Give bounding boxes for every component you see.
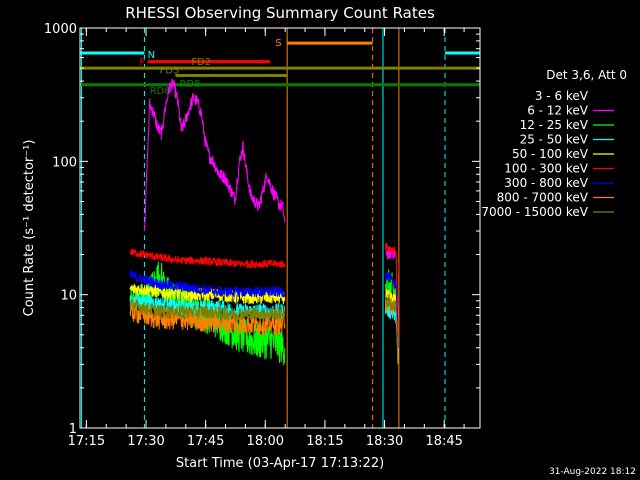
series-line-0-0: [129, 138, 286, 241]
x-tick-label-3: 18:00: [247, 434, 284, 449]
series-line-7-0: [129, 301, 286, 336]
series-line-5-0: [129, 248, 286, 269]
x-tick-label-6: 18:45: [425, 434, 462, 449]
series-line-1-0: [143, 78, 286, 232]
series-line-6-1: [384, 272, 399, 348]
y-axis-label: Count Rate (s⁻¹ detector⁻¹): [22, 140, 37, 317]
x-tick-label-4: 18:15: [306, 434, 343, 449]
legend-label-0: 3 - 6 keV: [535, 89, 589, 103]
chart-title: RHESSI Observing Summary Count Rates: [125, 4, 435, 22]
plot-area: NF S FD2 FD3 RD6 RD8: [80, 28, 480, 428]
legend-label-3: 25 - 50 keV: [520, 133, 589, 147]
flag-label-rd6: RD6: [150, 86, 171, 97]
y-tick-label-3: 1000: [44, 22, 77, 37]
x-tick-label-1: 17:30: [127, 434, 164, 449]
series-line-6-0: [129, 270, 286, 298]
legend-label-1: 6 - 12 keV: [527, 104, 589, 118]
x-tick-label-5: 18:30: [366, 434, 403, 449]
footer-timestamp: 31-Aug-2022 18:12: [549, 467, 636, 477]
x-tick-label-2: 17:45: [187, 434, 224, 449]
series-line-5-1: [384, 243, 399, 335]
series-line-8-0: [129, 298, 286, 322]
legend-title: Det 3,6, Att 0: [546, 68, 627, 82]
legend-label-6: 300 - 800 keV: [504, 176, 588, 190]
flag-label-fd3: FD3: [160, 66, 180, 77]
y-tick-label-1: 10: [60, 289, 77, 304]
flag-label-f: F: [139, 58, 145, 69]
series-line-4-0: [129, 283, 286, 305]
flag-label-fd2: FD2: [191, 57, 211, 68]
legend-label-8: 7000 - 15000 keV: [481, 205, 588, 219]
series-line-3-0: [129, 292, 286, 320]
legend-label-2: 12 - 25 keV: [520, 118, 589, 132]
legend-label-7: 800 - 7000 keV: [497, 191, 589, 205]
axes: 17:15 17:30 17:45 18:00 18:15 18:30 18:45 1 10 10…: [44, 22, 480, 449]
series-line-8-1: [384, 294, 399, 365]
flag-label-s: S: [275, 38, 281, 49]
legend-label-5: 100 - 300 keV: [504, 162, 588, 176]
flag-label-rd8: RD8: [179, 79, 200, 90]
series-line-0-1: [384, 206, 399, 272]
legend-label-4: 50 - 100 keV: [512, 147, 589, 161]
x-axis-label: Start Time (03-Apr-17 17:13:22): [176, 456, 384, 471]
flag-label-n: N: [148, 50, 155, 61]
plot-frame: [79, 27, 481, 429]
y-tick-label-2: 100: [52, 155, 77, 170]
x-tick-label-0: 17:15: [68, 434, 105, 449]
y-tick-label-0: 1: [69, 422, 77, 437]
